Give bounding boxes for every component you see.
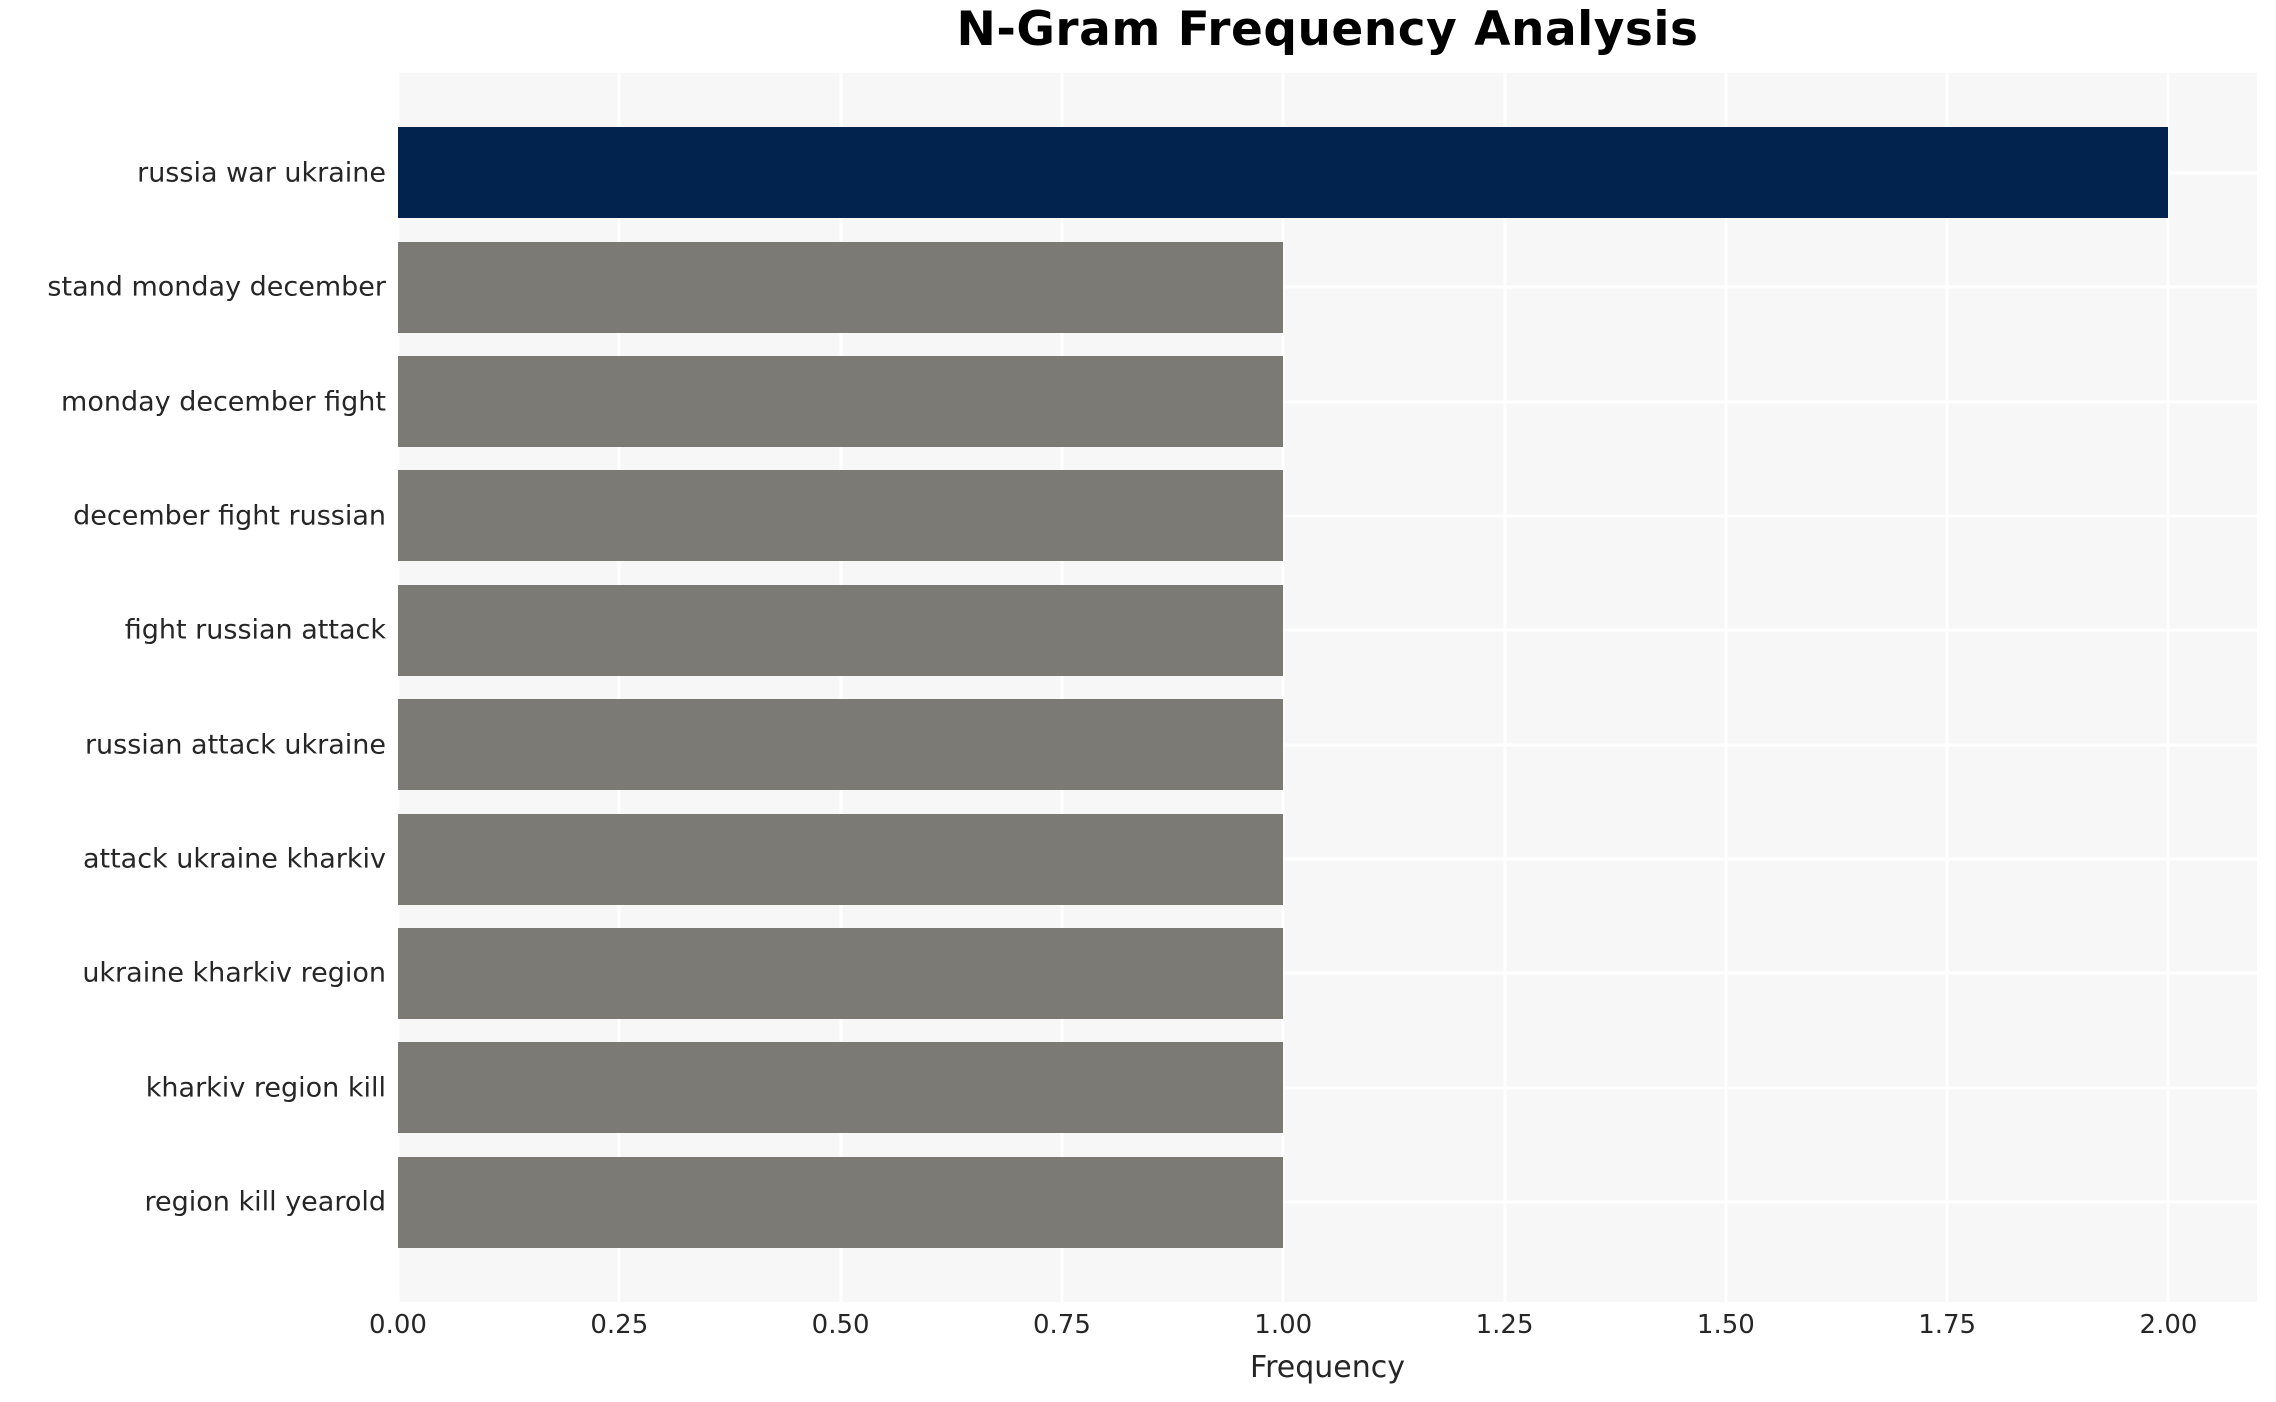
h-gridline <box>398 743 2257 747</box>
y-tick-label: region kill yearold <box>144 1186 387 1218</box>
x-axis-tick-labels: 0.00 0.25 0.50 0.75 1.00 1.25 1.50 1.75 2.00 <box>369 1310 2257 1346</box>
v-gridline <box>398 73 400 1302</box>
bar <box>398 1156 1284 1248</box>
bar <box>398 1042 1284 1134</box>
y-tick-label: russian attack ukraine <box>84 729 386 761</box>
h-gridline <box>398 400 2257 403</box>
y-axis-tick-labels: russia war ukraine stand monday december m… <box>0 73 386 1302</box>
h-gridline <box>398 971 2257 975</box>
bar <box>398 813 1284 905</box>
bar <box>398 356 1284 447</box>
v-gridline <box>1503 73 1507 1302</box>
y-tick-label: kharkiv region kill <box>145 1072 386 1104</box>
v-gridline <box>2166 73 2170 1302</box>
y-tick-label: ukraine kharkiv region <box>82 957 386 989</box>
x-tick-label: 0.50 <box>811 1310 870 1340</box>
y-tick-label: fight russian attack <box>124 614 386 646</box>
h-gridline <box>398 514 2257 518</box>
h-gridline <box>398 857 2257 861</box>
x-tick-label: 0.25 <box>590 1310 649 1340</box>
v-gridline <box>839 73 843 1302</box>
x-tick-label: 0.75 <box>1032 1310 1091 1340</box>
h-gridline <box>398 1086 2257 1090</box>
y-tick-label: stand monday december <box>47 271 386 303</box>
v-gridline <box>1281 73 1285 1302</box>
h-gridline <box>398 1200 2257 1204</box>
bar <box>398 928 1284 1019</box>
v-gridline <box>617 73 621 1302</box>
bar <box>398 470 1284 562</box>
x-tick-label: 1.00 <box>1254 1310 1313 1340</box>
x-tick-label: 2.00 <box>2139 1310 2198 1340</box>
h-gridline <box>398 285 2257 289</box>
x-tick-label: 0.00 <box>369 1310 427 1340</box>
x-tick-label: 1.25 <box>1475 1310 1534 1340</box>
v-gridline <box>1945 73 1949 1302</box>
y-tick-label: attack ukraine kharkiv <box>82 843 386 875</box>
x-tick-label: 1.50 <box>1696 1310 1755 1340</box>
y-tick-label: monday december fight <box>61 386 386 417</box>
bar <box>398 127 2169 219</box>
x-tick-label: 1.75 <box>1918 1310 1977 1340</box>
x-axis-title: Frequency <box>1250 1350 1405 1385</box>
chart-title: N-Gram Frequency Analysis <box>956 2 1699 57</box>
h-gridline <box>398 628 2257 632</box>
v-gridline <box>1724 73 1728 1302</box>
y-tick-label: december fight russian <box>73 500 386 532</box>
bar <box>398 699 1284 791</box>
bar <box>398 584 1284 676</box>
bar <box>398 241 1284 333</box>
plot-area <box>398 73 2257 1302</box>
y-tick-label: russia war ukraine <box>137 157 386 189</box>
v-gridline <box>1060 73 1064 1302</box>
